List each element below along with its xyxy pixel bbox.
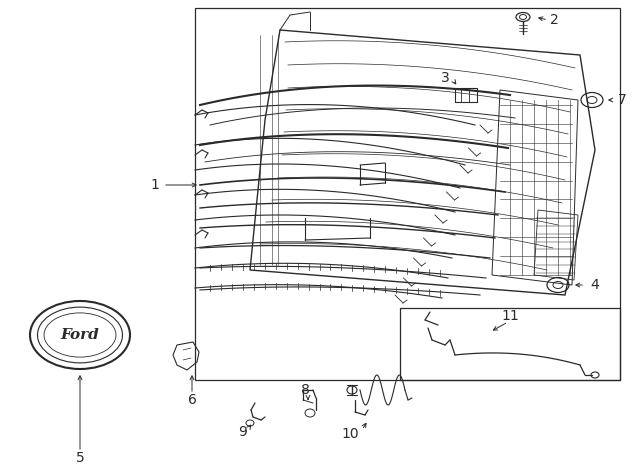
Text: 3: 3 <box>440 71 449 85</box>
Text: Ford: Ford <box>61 328 99 342</box>
Text: 4: 4 <box>591 278 600 292</box>
Text: 2: 2 <box>550 13 558 27</box>
Text: 7: 7 <box>618 93 627 107</box>
Bar <box>400 308 620 380</box>
Bar <box>195 8 620 380</box>
Text: 9: 9 <box>239 425 248 439</box>
Text: 11: 11 <box>501 309 519 323</box>
Text: 10: 10 <box>341 427 359 441</box>
Text: 6: 6 <box>188 393 196 407</box>
Text: 5: 5 <box>76 451 84 465</box>
Text: 1: 1 <box>150 178 159 192</box>
Text: 8: 8 <box>301 383 309 397</box>
